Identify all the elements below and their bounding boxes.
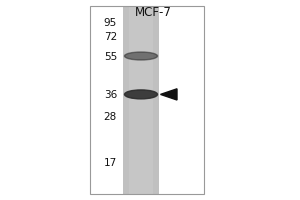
Text: 28: 28 [104,112,117,122]
Text: 17: 17 [104,158,117,168]
Text: 95: 95 [104,18,117,28]
Bar [123,6,159,194]
Ellipse shape [124,90,158,99]
Text: MCF-7: MCF-7 [135,6,171,20]
Text: 72: 72 [104,32,117,42]
Bar [129,6,153,194]
Ellipse shape [124,52,158,60]
Polygon shape [160,89,177,100]
Text: 55: 55 [104,52,117,62]
Text: 36: 36 [104,90,117,100]
